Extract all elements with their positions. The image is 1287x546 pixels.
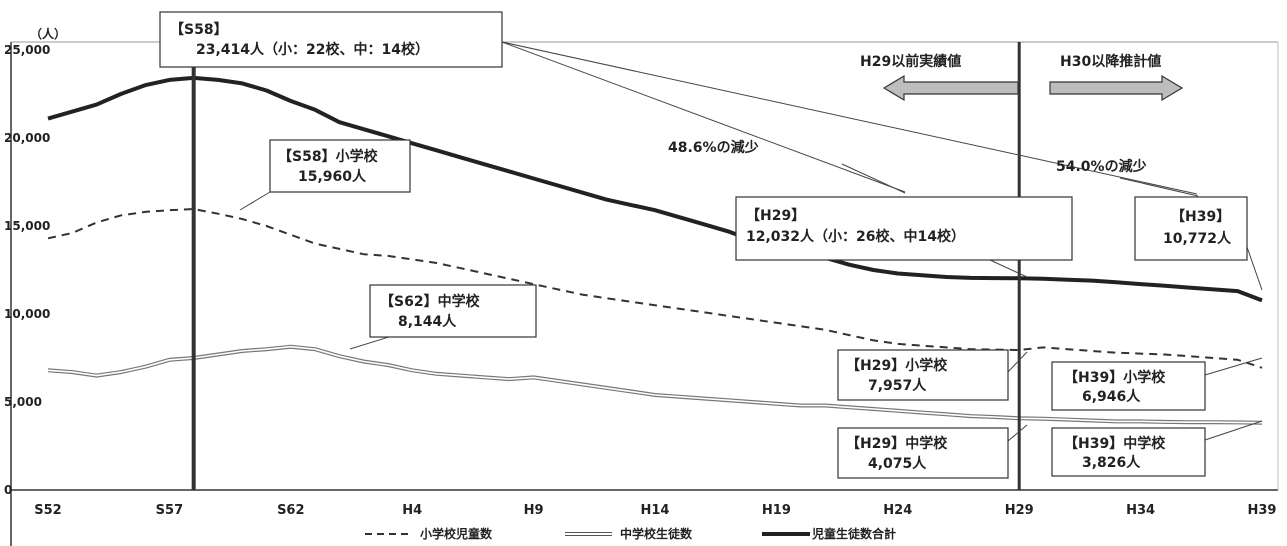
y-tick-label: 0 [4,483,12,497]
svg-text:6,946人: 6,946人 [1082,388,1141,405]
x-tick-label: S57 [156,503,183,518]
callout-s58-elementary: 【S58】小学校 15,960人 [269,139,411,193]
x-tick-label: H9 [524,503,544,518]
pointer-decrease2 [1119,177,1199,197]
pointer-h29-total [989,259,1028,278]
svg-text:8,144人: 8,144人 [398,313,457,330]
pointer-lines [239,41,1263,442]
svg-text:【S58】: 【S58】 [170,22,228,38]
right-arrow-icon [1049,74,1184,102]
y-tick-label: 10,000 [4,307,50,321]
x-tick-label: H29 [1005,503,1034,518]
series-line-total [47,75,1263,303]
svg-text:4,075人: 4,075人 [868,455,927,472]
x-tick-label: H39 [1248,503,1277,518]
past-period-label: H29以前実績値 [860,53,961,70]
svg-text:【S58】小学校: 【S58】小学校 [278,148,379,165]
pointer-s58-to-decrease2 [501,41,1198,195]
svg-text:12,032人（小：26校、中14校）: 12,032人（小：26校、中14校） [746,228,965,245]
legend-label-total: 児童生徒数合計 [811,526,896,541]
svg-text:7,957人: 7,957人 [868,377,927,394]
series-layer [47,75,1263,425]
callout-h39-junior: 【H39】中学校 3,826人 [1051,427,1206,477]
x-tick-label: H4 [402,503,422,518]
svg-text:【H29】小学校: 【H29】小学校 [846,357,948,374]
decrease-note-54-0: 54.0%の減少 [1056,158,1147,175]
decrease-note-48-6: 48.6%の減少 [668,139,759,156]
legend-label-junior: 中学校生徒数 [620,526,693,541]
legend-label-elementary: 小学校児童数 [420,526,493,541]
callout-h39-total: 【H39】 10,772人 [1134,196,1248,261]
callout-h39-elementary: 【H39】小学校 6,946人 [1051,361,1206,411]
svg-text:【H29】: 【H29】 [746,208,805,224]
x-tick-label: S52 [34,503,61,518]
callout-h29-total: 【H29】 12,032人（小：26校、中14校） [735,196,1073,261]
pointer-h39-total [1246,246,1263,291]
y-tick-labels: 0 5,000 10,000 15,000 20,000 25,000 [4,43,50,497]
callout-s62-junior: 【S62】中学校 8,144人 [369,284,537,338]
x-tick-label: H24 [883,503,912,518]
x-tick-label: S62 [277,503,304,518]
svg-text:【H39】中学校: 【H39】中学校 [1064,435,1166,452]
x-tick-label: H14 [641,503,670,518]
svg-text:10,772人: 10,772人 [1163,230,1232,247]
series-line-elementary [47,208,1263,369]
series-line-junior-inner [47,345,1263,424]
svg-text:3,826人: 3,826人 [1082,454,1141,471]
y-tick-label: 5,000 [4,395,42,409]
pointer-decrease1 [841,163,906,194]
callout-h29-elementary: 【H29】小学校 7,957人 [837,349,1009,401]
left-arrow-icon [882,74,1019,102]
y-tick-label: 15,000 [4,219,50,233]
pointer-h39-jr [1204,420,1263,441]
legend: 小学校児童数 中学校生徒数 児童生徒数合計 [365,526,896,541]
x-tick-labels: S52 S57 S62 H4 H9 H14 H19 H24 H29 H34 H39 [34,503,1276,518]
pointer-s58-elem [239,191,271,211]
svg-text:【H39】小学校: 【H39】小学校 [1064,369,1166,386]
svg-text:【S62】中学校: 【S62】中学校 [380,293,481,310]
x-tick-label: H19 [762,503,791,518]
future-period-label: H30以降推計値 [1060,53,1161,70]
pointer-s62-jr [349,335,393,350]
svg-text:【H29】中学校: 【H29】中学校 [846,435,948,452]
svg-text:15,960人: 15,960人 [298,168,367,185]
pointer-h29-jr [1007,424,1028,442]
x-tick-label: H34 [1126,503,1155,518]
pointer-s58-to-decrease1 [501,41,906,193]
y-tick-label: 25,000 [4,43,50,57]
svg-text:【H39】: 【H39】 [1171,209,1230,225]
svg-text:23,414人（小：22校、中：14校）: 23,414人（小：22校、中：14校） [196,41,429,58]
callout-h29-junior: 【H29】中学校 4,075人 [837,427,1009,479]
y-axis-unit-label: （人） [30,26,66,41]
callout-s58-total: 【S58】 23,414人（小：22校、中：14校） [159,11,503,68]
y-tick-label: 20,000 [4,131,50,145]
pointer-h29-elem [1007,351,1028,373]
pointer-h39-elem [1204,357,1263,376]
